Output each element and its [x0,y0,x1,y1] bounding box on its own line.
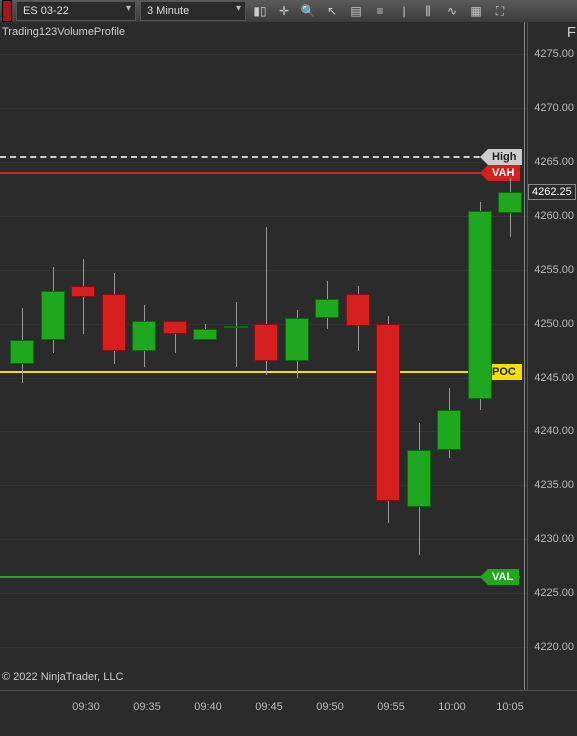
candle-body [346,294,370,326]
settings-icon[interactable]: ⛶ [490,2,510,20]
strategy-icon[interactable]: ∿ [442,2,462,20]
candle-body [254,324,278,362]
price-tick: 4225.00 [534,587,574,599]
price-tick: 4235.00 [534,479,574,491]
candle-body [193,329,217,340]
candle-body [224,326,248,328]
candle-body [71,286,95,297]
last-price-tag: 4262.25 [528,184,576,200]
price-tick: 4275.00 [534,48,574,60]
pointer-icon[interactable]: ↖ [322,2,342,20]
candle-body [376,324,400,502]
candle-body [102,294,126,351]
price-axis[interactable]: F 4220.00 4225.00 4230.00 4235.00 4240.00 424… [527,22,577,690]
price-tick: 4245.00 [534,372,574,384]
vah-line [0,172,520,174]
indicator-label: Trading123VolumeProfile [2,26,125,38]
toolbar: ES 03-22 3 Minute ▮▯ ✛ 🔍 ↖ ▤ ≡ | ⫼ ∿ ▦ ⛶ [0,0,577,22]
candle-body [407,450,431,507]
properties-icon[interactable]: ▦ [466,2,486,20]
candle-body [315,299,339,318]
vah-label: VAH [488,165,520,181]
price-tick: 4250.00 [534,318,574,330]
time-axis[interactable]: © 2022 NinjaTrader, LLC 09:3009:3509:400… [0,690,577,736]
candle-wick [236,302,237,367]
price-tick: 4265.00 [534,156,574,168]
copyright-label: © 2022 NinjaTrader, LLC [2,671,123,683]
candle-wick [83,259,84,334]
price-tick: 4255.00 [534,264,574,276]
high-line [0,156,520,158]
time-tick: 09:55 [377,701,405,713]
time-tick: 09:30 [72,701,100,713]
candle-body [468,211,492,400]
candle-body [10,340,34,364]
candle-body [41,291,65,339]
candle-body [132,321,156,351]
active-tab-indicator [2,0,12,22]
axis-format-label: F [567,24,576,41]
chart-trader-icon[interactable]: ≡ [370,2,390,20]
divider-icon: | [394,2,414,20]
time-tick: 09:40 [194,701,222,713]
time-tick: 10:05 [496,701,524,713]
val-label: VAL [488,569,519,585]
poc-label: POC [488,364,522,380]
val-line [0,576,520,578]
crosshair-icon[interactable]: ✛ [274,2,294,20]
time-tick: 10:00 [438,701,466,713]
indicator-icon[interactable]: ⫼ [418,2,438,20]
price-tick: 4230.00 [534,533,574,545]
instrument-dropdown[interactable]: ES 03-22 [16,1,136,21]
timeframe-dropdown[interactable]: 3 Minute [140,1,246,21]
candle-body [285,318,309,361]
time-tick: 09:50 [316,701,344,713]
poc-line [0,371,520,373]
price-tick: 4270.00 [534,102,574,114]
time-tick: 09:35 [133,701,161,713]
zoom-icon[interactable]: 🔍 [298,2,318,20]
high-label: High [488,149,522,165]
price-line [524,22,525,690]
candle-body [163,321,187,334]
price-tick: 4260.00 [534,210,574,222]
time-tick: 09:45 [255,701,283,713]
candle-body [437,410,461,450]
price-tick: 4220.00 [534,641,574,653]
chart-style-icon[interactable]: ▮▯ [250,2,270,20]
candle-body [498,192,522,214]
chart-area[interactable]: Trading123VolumeProfile HighVAH POC VAL [0,22,527,690]
data-box-icon[interactable]: ▤ [346,2,366,20]
price-tick: 4240.00 [534,425,574,437]
